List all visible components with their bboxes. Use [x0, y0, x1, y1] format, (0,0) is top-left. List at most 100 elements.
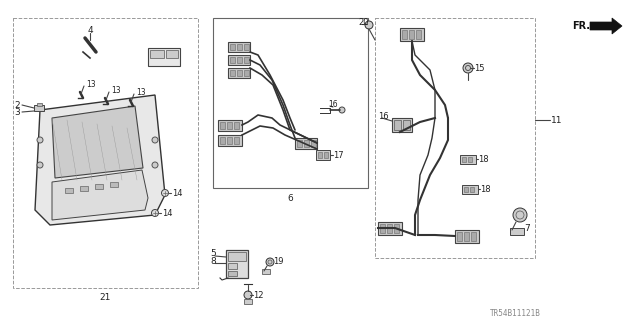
Bar: [148, 48, 180, 66]
Bar: [228, 252, 246, 261]
Bar: [324, 152, 328, 158]
Bar: [237, 70, 242, 76]
Circle shape: [339, 107, 345, 113]
Text: 19: 19: [273, 258, 284, 267]
Bar: [375, 18, 535, 258]
Text: 15: 15: [474, 63, 484, 73]
Bar: [228, 42, 250, 52]
Circle shape: [152, 137, 158, 143]
Bar: [95, 184, 103, 189]
Polygon shape: [52, 170, 148, 220]
Bar: [230, 57, 235, 63]
Bar: [409, 30, 414, 39]
Bar: [244, 70, 249, 76]
Circle shape: [37, 137, 43, 143]
Bar: [227, 122, 232, 129]
Bar: [416, 30, 421, 39]
Text: 12: 12: [253, 291, 264, 300]
Text: 14: 14: [162, 209, 173, 218]
Bar: [394, 224, 399, 233]
Bar: [218, 135, 242, 146]
Bar: [13, 18, 198, 288]
Bar: [455, 230, 479, 243]
Polygon shape: [35, 95, 165, 225]
Circle shape: [152, 162, 158, 168]
Text: 8: 8: [210, 258, 216, 267]
Bar: [378, 222, 402, 235]
Text: 18: 18: [478, 155, 488, 164]
Circle shape: [266, 258, 274, 266]
Bar: [402, 30, 407, 39]
Bar: [80, 186, 88, 191]
Text: 7: 7: [524, 223, 530, 233]
Text: 6: 6: [287, 194, 293, 203]
Bar: [380, 224, 385, 233]
Bar: [318, 152, 322, 158]
Circle shape: [37, 162, 43, 168]
Text: 3: 3: [14, 108, 20, 116]
Text: 21: 21: [99, 293, 111, 302]
Text: 13: 13: [111, 85, 120, 94]
Bar: [220, 137, 225, 144]
Bar: [220, 122, 225, 129]
Text: 5: 5: [210, 250, 216, 259]
Bar: [244, 57, 249, 63]
Bar: [244, 44, 249, 50]
Circle shape: [152, 210, 159, 217]
Text: 11: 11: [551, 116, 563, 124]
Bar: [34, 105, 44, 111]
Bar: [462, 185, 478, 194]
Bar: [394, 120, 401, 130]
Bar: [110, 182, 118, 187]
Text: 16: 16: [378, 111, 388, 121]
Bar: [387, 224, 392, 233]
Text: 20: 20: [358, 18, 369, 27]
Bar: [227, 137, 232, 144]
Bar: [226, 250, 248, 278]
Bar: [297, 140, 302, 147]
Bar: [237, 57, 242, 63]
Text: 14: 14: [172, 188, 182, 197]
Text: FR.: FR.: [572, 21, 590, 31]
Bar: [470, 187, 474, 192]
Bar: [403, 120, 410, 130]
Text: 2: 2: [14, 100, 20, 109]
Circle shape: [161, 189, 168, 196]
Bar: [150, 50, 164, 58]
Bar: [316, 150, 330, 160]
Bar: [213, 18, 368, 188]
Text: 18: 18: [480, 185, 491, 194]
Bar: [228, 271, 237, 276]
Bar: [230, 44, 235, 50]
Text: 17: 17: [333, 150, 344, 159]
Bar: [471, 232, 476, 241]
Bar: [510, 228, 524, 235]
Circle shape: [365, 21, 373, 29]
Bar: [304, 140, 309, 147]
Bar: [234, 137, 239, 144]
Polygon shape: [52, 106, 143, 178]
Bar: [460, 155, 476, 164]
Circle shape: [463, 63, 473, 73]
Bar: [457, 232, 462, 241]
Circle shape: [513, 208, 527, 222]
Bar: [244, 299, 252, 304]
Bar: [234, 122, 239, 129]
Bar: [311, 140, 316, 147]
Bar: [400, 28, 424, 41]
Circle shape: [244, 291, 252, 299]
Bar: [218, 120, 242, 131]
Text: TR54B11121B: TR54B11121B: [490, 308, 541, 317]
Bar: [468, 157, 472, 162]
Bar: [65, 188, 73, 193]
Bar: [230, 70, 235, 76]
Text: 4: 4: [88, 26, 93, 35]
Text: 13: 13: [136, 87, 146, 97]
Bar: [228, 55, 250, 65]
Bar: [295, 138, 317, 149]
Bar: [228, 68, 250, 78]
Bar: [166, 50, 178, 58]
Text: 13: 13: [86, 79, 95, 89]
Text: 16: 16: [328, 100, 338, 108]
Bar: [464, 232, 469, 241]
